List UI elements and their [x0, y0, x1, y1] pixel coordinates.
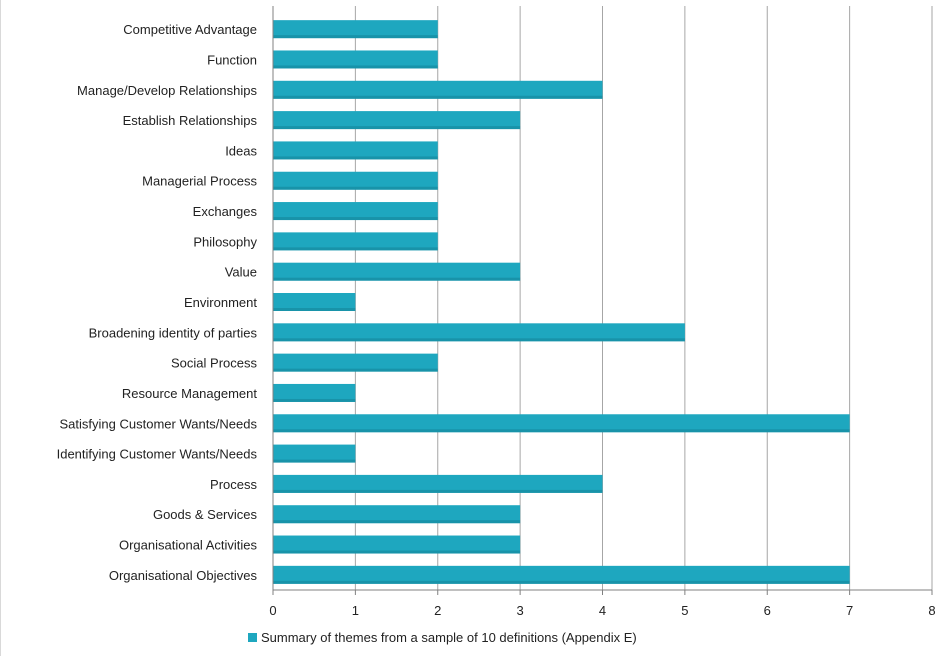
category-label: Competitive Advantage	[123, 22, 257, 37]
category-label: Resource Management	[122, 386, 258, 401]
bar-shadow	[273, 338, 685, 342]
bar-shadow	[273, 247, 438, 251]
bar-shadow	[273, 550, 521, 554]
bar	[273, 262, 521, 281]
bar-shadow	[273, 65, 438, 69]
bar-shadow	[273, 126, 521, 130]
bar	[273, 20, 438, 39]
axes	[272, 6, 933, 595]
bar-shadow	[273, 368, 438, 372]
x-tick-label: 4	[599, 603, 606, 618]
x-tick-label: 0	[269, 603, 276, 618]
category-label: Organisational Activities	[119, 538, 258, 553]
bar-shadow	[273, 398, 356, 402]
bar-shadow	[273, 429, 850, 433]
legend-label: Summary of themes from a sample of 10 de…	[261, 630, 637, 645]
category-label: Establish Relationships	[123, 113, 258, 128]
gridlines	[354, 6, 933, 590]
category-label: Ideas	[225, 143, 257, 158]
bar-shadow	[273, 156, 438, 160]
category-label: Function	[207, 52, 257, 67]
bar	[273, 535, 521, 554]
category-label: Value	[225, 265, 257, 280]
x-tick-label: 8	[928, 603, 935, 618]
bar	[273, 383, 356, 402]
category-label: Broadening identity of parties	[89, 325, 258, 340]
category-label: Managerial Process	[142, 174, 257, 189]
bar-shadow	[273, 217, 438, 221]
bar	[273, 353, 438, 372]
bar-shadow	[273, 459, 356, 463]
bar-shadow	[273, 520, 521, 524]
bar	[273, 323, 685, 342]
bar	[273, 50, 438, 69]
bar-shadow	[273, 95, 603, 99]
category-labels: Competitive Advantage Function Manage/Deve…	[57, 22, 258, 583]
category-label: Organisational Objectives	[109, 568, 258, 583]
bar-shadow	[273, 308, 356, 311]
x-tick-label: 1	[352, 603, 359, 618]
bar-shadow	[273, 277, 521, 281]
bar	[273, 444, 356, 463]
bar-shadow	[273, 489, 603, 493]
bar	[273, 141, 438, 160]
x-tick-label: 7	[846, 603, 853, 618]
bar-shadow	[273, 35, 438, 39]
category-label: Environment	[184, 295, 257, 310]
bar	[273, 111, 521, 130]
category-label: Satisfying Customer Wants/Needs	[60, 416, 258, 431]
category-label: Identifying Customer Wants/Needs	[57, 447, 258, 462]
category-label: Manage/Develop Relationships	[77, 83, 257, 98]
bars	[273, 20, 850, 584]
x-tick-labels: 0 1 2 3 4 5 6 7 8	[269, 603, 935, 618]
x-tick-label: 2	[434, 603, 441, 618]
x-tick-label: 3	[517, 603, 524, 618]
bar	[273, 80, 603, 99]
category-label: Goods & Services	[153, 507, 258, 522]
bar-shadow	[273, 186, 438, 190]
bar	[273, 474, 603, 493]
bar	[273, 293, 356, 311]
category-label: Social Process	[171, 356, 257, 371]
category-label: Exchanges	[193, 204, 258, 219]
x-tick-label: 6	[764, 603, 771, 618]
bar	[273, 202, 438, 221]
x-tick-label: 5	[681, 603, 688, 618]
bar	[273, 171, 438, 190]
bar	[273, 505, 521, 524]
bar	[273, 414, 850, 433]
legend: Summary of themes from a sample of 10 de…	[248, 630, 637, 645]
bar	[273, 232, 438, 251]
legend-swatch	[248, 633, 257, 642]
category-label: Process	[210, 477, 257, 492]
category-label: Philosophy	[193, 234, 257, 249]
bar	[273, 565, 850, 584]
bar-shadow	[273, 580, 850, 584]
